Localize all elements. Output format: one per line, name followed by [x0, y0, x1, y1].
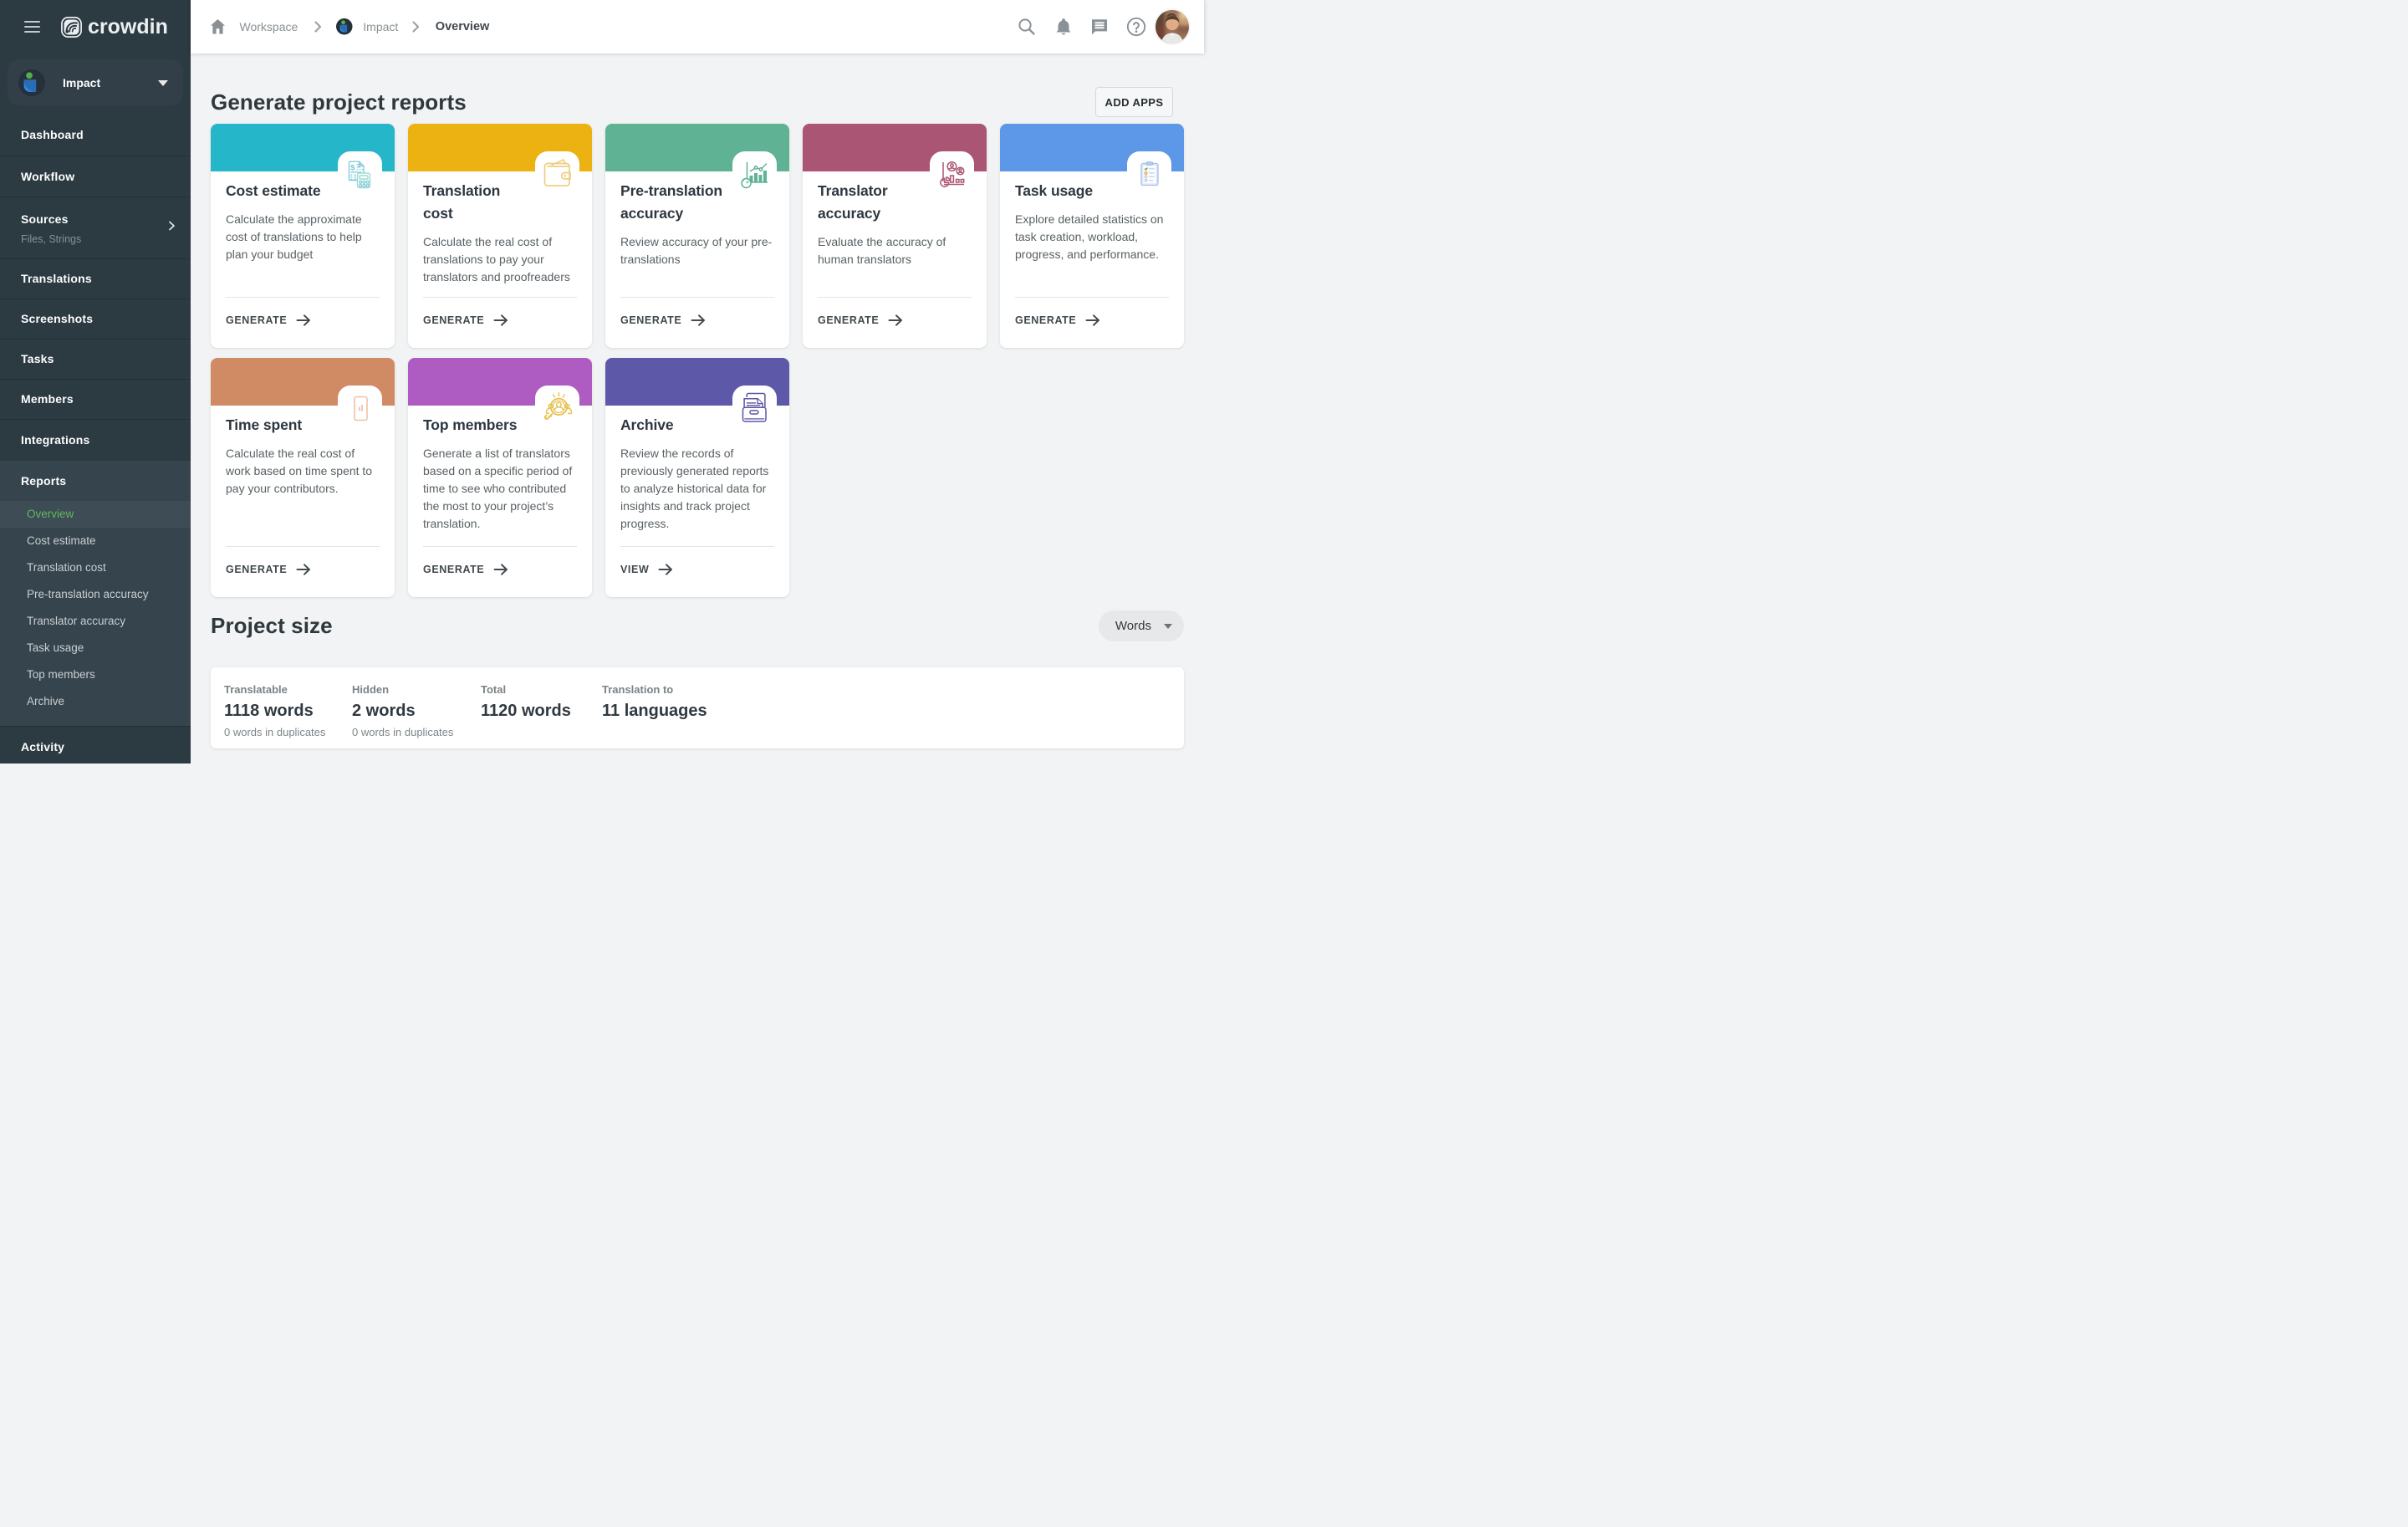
svg-text:$: $ — [350, 163, 355, 172]
